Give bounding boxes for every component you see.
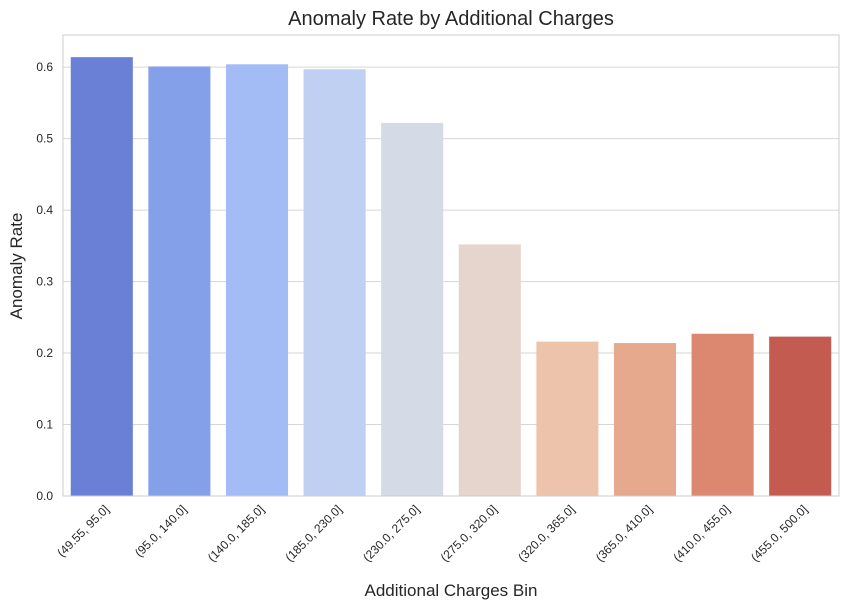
bar — [148, 66, 211, 496]
bar — [70, 57, 133, 497]
x-tick-label: (140.0, 185.0] — [205, 502, 267, 564]
y-tick-label: 0.3 — [36, 275, 53, 289]
plot-border — [62, 34, 840, 497]
bar — [691, 333, 754, 496]
bar — [225, 64, 289, 496]
bar — [536, 341, 599, 496]
y-tick-label: 0.6 — [36, 60, 53, 74]
x-tick-label: (95.0, 140.0] — [132, 502, 190, 560]
x-tick-label: (230.0, 275.0] — [360, 502, 422, 564]
chart-title: Anomaly Rate by Additional Charges — [288, 8, 614, 30]
y-tick-label: 0.2 — [36, 346, 53, 360]
y-tick-label: 0.5 — [36, 132, 53, 146]
y-axis-label: Anomaly Rate — [7, 213, 26, 320]
x-axis-label: Additional Charges Bin — [365, 581, 538, 600]
bar — [458, 244, 521, 496]
x-tick-labels: (49.55, 95.0] (95.0, 140.0] (140.0, 185.0]… — [54, 502, 810, 564]
bar — [769, 336, 832, 496]
x-tick-label: (275.0, 320.0] — [438, 502, 500, 564]
x-tick-label: (185.0, 230.0] — [282, 502, 344, 564]
y-tick-labels: 0.0 0.1 0.2 0.3 0.4 0.5 0.6 — [36, 60, 53, 503]
y-tick-label: 0.0 — [36, 489, 53, 503]
y-tick-label: 0.4 — [36, 203, 53, 217]
bars — [70, 57, 832, 497]
x-tick-label: (320.0, 365.0] — [515, 502, 577, 564]
plot-frame — [62, 34, 840, 497]
bar — [613, 343, 677, 496]
x-tick-label: (455.0, 500.0] — [748, 502, 810, 564]
x-tick-label: (410.0, 455.0] — [670, 502, 732, 564]
y-tick-label: 0.1 — [36, 418, 53, 432]
bar — [381, 122, 444, 497]
bar — [303, 69, 366, 496]
x-tick-label: (365.0, 410.0] — [593, 502, 655, 564]
x-tick-label: (49.55, 95.0] — [54, 502, 112, 560]
